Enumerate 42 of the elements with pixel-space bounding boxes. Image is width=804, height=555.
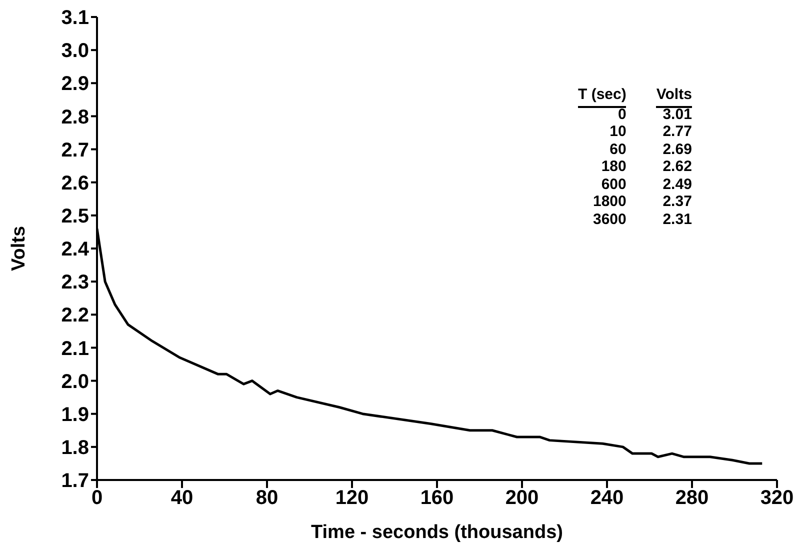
annotation: 2.77 (662, 123, 692, 140)
annotation: 3.01 (662, 106, 692, 122)
x-tick-label: 320 (760, 487, 794, 510)
annotation: 2.62 (662, 158, 692, 175)
annotation: 10 (610, 123, 626, 140)
annotation: 2.69 (662, 140, 692, 158)
y-tick-label: 2.4 (61, 238, 90, 261)
annotation: Volts (656, 86, 692, 103)
y-tick-label: 1.8 (61, 437, 89, 460)
y-tick-label: 2.8 (61, 106, 89, 128)
y-tick-label: 2.7 (61, 139, 89, 162)
x-tick-label: 200 (505, 487, 539, 510)
y-tick-label: 1.9 (61, 404, 89, 426)
annotation: 180 (601, 158, 626, 175)
annotation: 2.37 (662, 193, 692, 210)
annotation: 3600 (592, 210, 626, 228)
x-tick-label: 80 (256, 487, 278, 510)
y-tick-label: 2.2 (61, 304, 89, 327)
annotation: 60 (610, 140, 626, 158)
x-tick-label: 280 (675, 487, 709, 510)
y-axis-title: Volts (8, 226, 30, 272)
annotation: 600 (601, 176, 626, 192)
annotation: 1800 (592, 193, 626, 210)
x-tick-label: 120 (335, 487, 369, 510)
annotation: 0 (618, 106, 626, 122)
y-tick-label: 2.9 (61, 73, 89, 96)
annotation: 2.49 (662, 176, 692, 192)
y-tick-label: 3.0 (61, 40, 89, 62)
y-tick-label: 2.0 (61, 370, 89, 393)
y-tick-label: 2.1 (61, 338, 89, 360)
x-axis-title: Time - seconds (thousands) (311, 522, 563, 543)
annotation: T (sec) (578, 86, 626, 103)
y-tick-label: 3.1 (61, 7, 89, 30)
x-tick-label: 40 (170, 487, 194, 510)
x-tick-label: 160 (420, 487, 454, 510)
x-tick-label: 0 (91, 487, 103, 510)
y-tick-label: 1.7 (61, 470, 89, 492)
y-tick-label: 2.6 (61, 172, 89, 194)
x-tick-label: 240 (590, 487, 624, 510)
y-tick-label: 2.5 (61, 206, 89, 228)
annotation: 2.31 (662, 210, 692, 228)
y-tick-label: 2.3 (61, 272, 89, 294)
